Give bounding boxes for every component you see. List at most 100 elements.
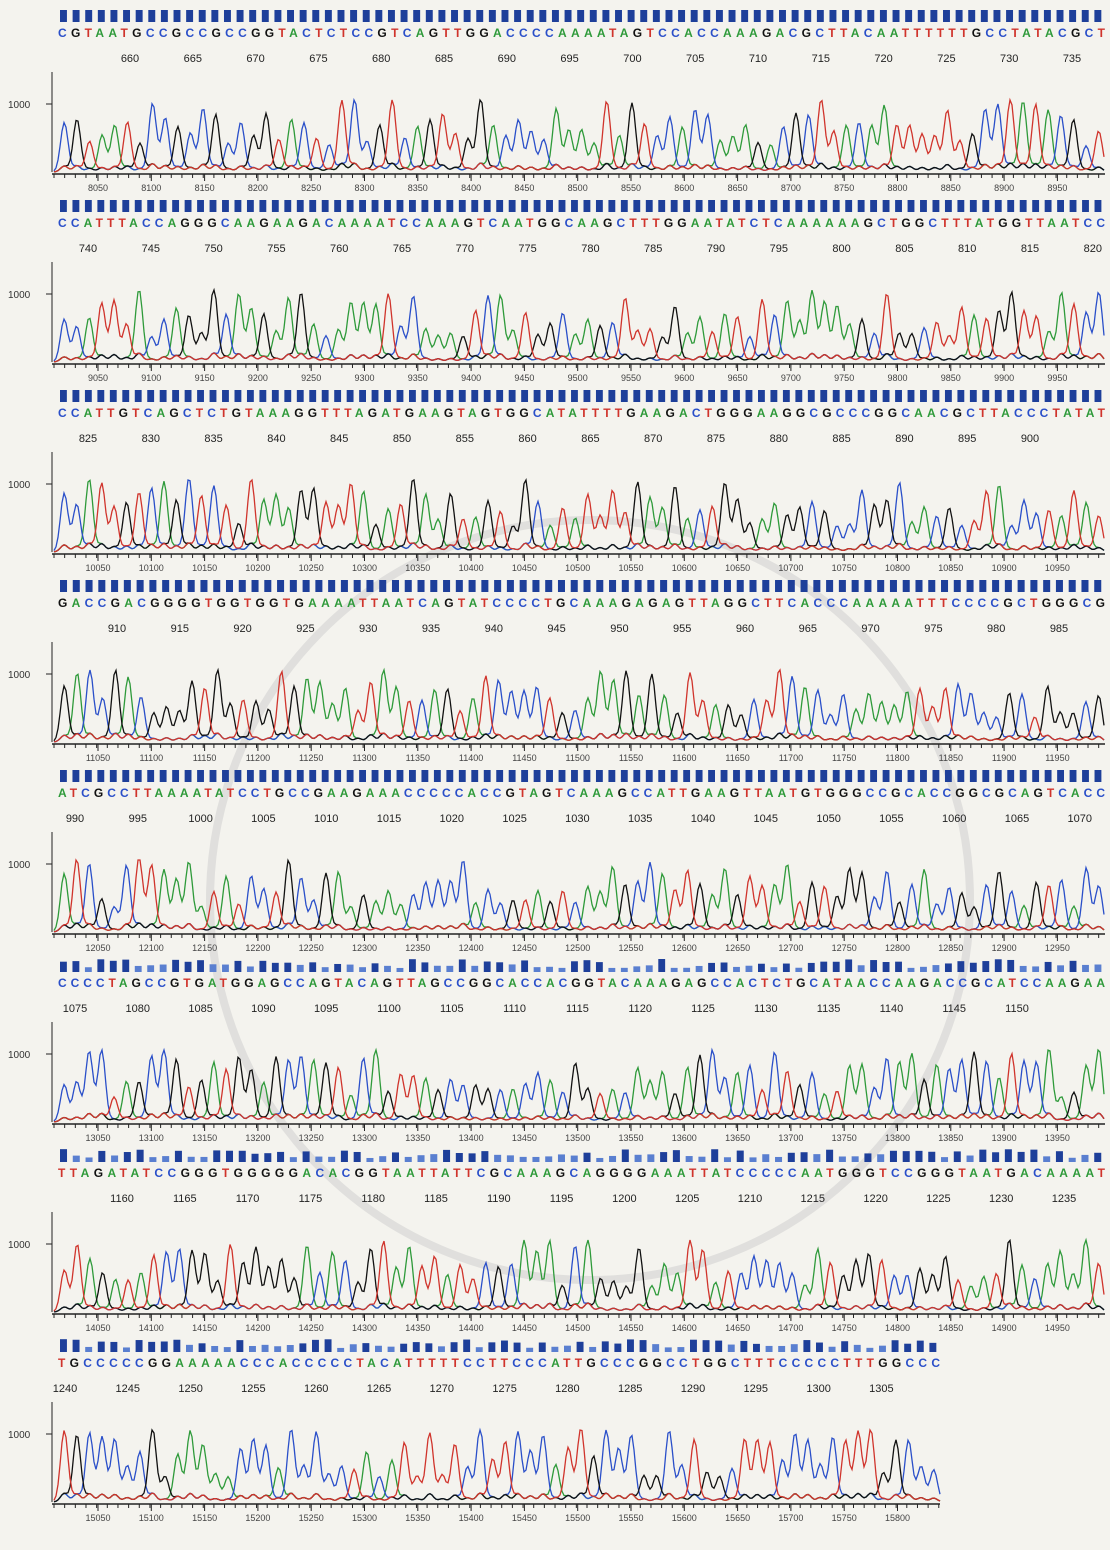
quality-bar	[590, 10, 597, 22]
quality-bar	[1082, 200, 1089, 212]
quality-bar	[97, 200, 104, 212]
quality-bar	[421, 200, 428, 212]
base-position: 825	[79, 433, 97, 445]
quality-bar	[633, 966, 640, 972]
quality-bar	[147, 390, 154, 402]
base-position: 1205	[675, 1193, 699, 1205]
quality-bar	[147, 200, 154, 212]
quality-bar	[290, 1157, 297, 1162]
base-position: 1035	[628, 813, 652, 825]
quality-bar	[488, 1342, 495, 1352]
quality-bar	[1043, 1156, 1050, 1162]
quality-bar	[1032, 390, 1039, 402]
quality-bar	[795, 770, 802, 782]
trace	[54, 480, 1104, 552]
quality-bar	[892, 1340, 899, 1352]
quality-bar	[565, 10, 572, 22]
quality-bar	[135, 966, 142, 972]
quality-bar	[174, 10, 181, 22]
quality-bar	[136, 1340, 143, 1352]
quality-bar	[247, 200, 254, 212]
quality-bar	[476, 10, 483, 22]
quality-bar	[795, 968, 802, 972]
quality-bar	[870, 960, 877, 972]
base-position: 1245	[116, 1383, 140, 1395]
quality-bar	[354, 580, 361, 592]
quality-bar	[359, 390, 366, 402]
quality-bar	[867, 10, 874, 22]
x-tick-label: 11400	[459, 753, 483, 763]
quality-bar	[446, 770, 453, 782]
quality-bar	[110, 200, 117, 212]
y-tick-label: 1000	[8, 670, 31, 681]
x-tick-label: 15500	[565, 1513, 590, 1523]
quality-bar	[696, 770, 703, 782]
quality-bar	[845, 959, 852, 972]
x-tick-label: 11350	[406, 753, 430, 763]
page: CGTAATGCCGCCGCCGGTACTCTCCGTCAGTTGGACCCCA…	[0, 0, 1110, 1550]
quality-bar	[1032, 966, 1039, 972]
quality-bar	[795, 200, 802, 212]
quality-bar	[957, 961, 964, 972]
base-position: 845	[330, 433, 348, 445]
quality-bar	[409, 770, 416, 782]
quality-bar	[877, 1154, 884, 1162]
quality-bar	[459, 390, 466, 402]
quality-bar	[621, 200, 628, 212]
quality-bar	[274, 1346, 281, 1352]
quality-bar	[698, 1157, 705, 1162]
quality-bar	[546, 770, 553, 782]
x-tick-label: 9400	[461, 373, 481, 383]
quality-bar	[175, 580, 182, 592]
quality-bar	[633, 390, 640, 402]
quality-bar	[362, 1343, 369, 1352]
base-position: 1260	[304, 1383, 328, 1395]
quality-bar	[397, 200, 404, 212]
quality-bar	[740, 1341, 747, 1352]
quality-bar	[299, 1343, 306, 1352]
x-tick-label: 8550	[621, 183, 641, 193]
x-tick-label: 14900	[992, 1323, 1017, 1333]
quality-bar	[808, 200, 815, 212]
quality-bar	[596, 580, 603, 592]
quality-bar	[507, 1155, 514, 1162]
quality-bar	[708, 770, 715, 782]
quality-bar	[879, 1346, 886, 1352]
quality-bar	[122, 770, 129, 782]
quality-bar	[446, 200, 453, 212]
quality-bar	[733, 770, 740, 782]
base-position: 705	[686, 53, 704, 65]
x-tick-label: 11600	[672, 753, 696, 763]
quality-bar	[123, 1347, 130, 1352]
x-tick-label: 9500	[568, 373, 588, 383]
quality-bar	[820, 390, 827, 402]
base-position: 1280	[555, 1383, 579, 1395]
quality-bar	[895, 770, 902, 782]
quality-bar	[596, 200, 603, 212]
x-tick-label: 12950	[1045, 943, 1070, 953]
base-position: 880	[770, 433, 788, 445]
quality-bar	[366, 580, 373, 592]
base-sequence: CCCCTAGCCGTGATGGAGCCAGTACAGTTAGCCGGCACCA…	[58, 976, 1105, 990]
base-position: 1270	[430, 1383, 454, 1395]
quality-bar	[981, 10, 988, 22]
quality-bar	[471, 966, 478, 972]
base-position: 1295	[744, 1383, 768, 1395]
quality-bar	[451, 1342, 458, 1352]
quality-bar	[149, 1157, 156, 1162]
quality-bar	[434, 200, 441, 212]
base-position: 695	[560, 53, 578, 65]
x-tick-label: 13300	[352, 1133, 377, 1143]
base-position: 730	[1000, 53, 1018, 65]
quality-bar	[564, 1346, 571, 1352]
x-tick-label: 14050	[85, 1323, 110, 1333]
quality-bar	[711, 1149, 718, 1162]
quality-bar	[509, 390, 516, 402]
quality-bar	[640, 1340, 647, 1352]
x-tick-label: 14750	[832, 1323, 857, 1333]
x-tick-label: 10250	[299, 563, 324, 573]
quality-bar	[1045, 962, 1052, 972]
quality-bar	[1005, 580, 1012, 592]
base-position: 830	[142, 433, 160, 445]
quality-bar	[185, 962, 192, 972]
